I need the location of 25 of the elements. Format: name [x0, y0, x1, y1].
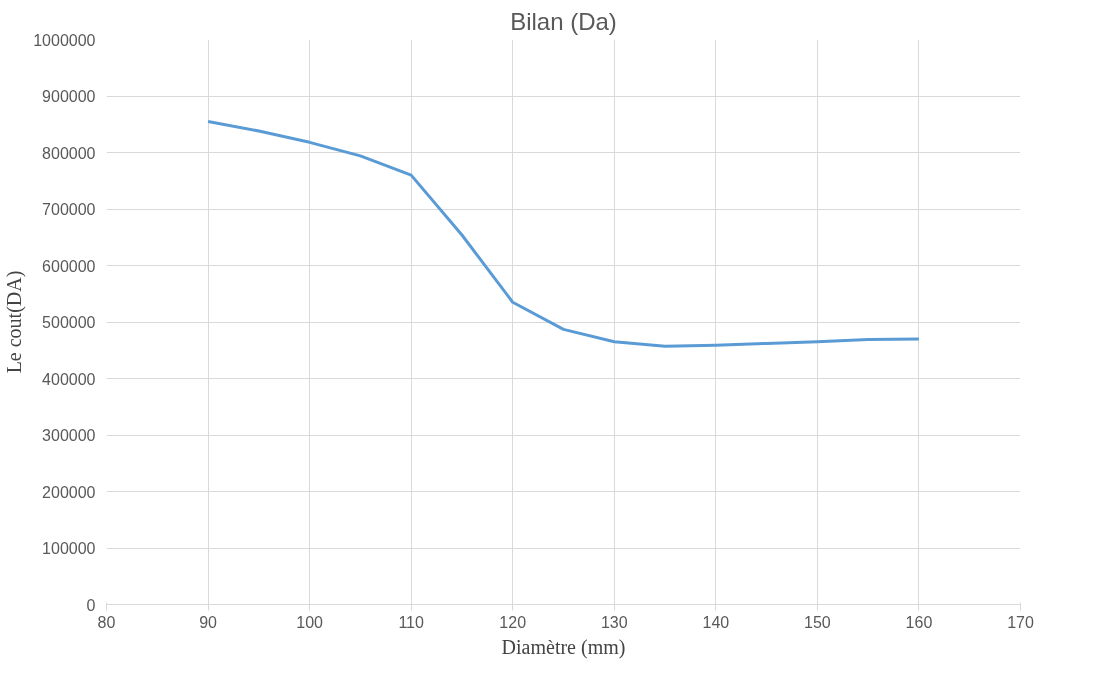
- y-tick-label: 300000: [42, 427, 96, 444]
- x-tick-label: 80: [97, 613, 116, 631]
- x-tick-label: 160: [905, 613, 933, 631]
- x-axis-title: Diamètre (mm): [501, 635, 626, 659]
- y-tick-label: 1000000: [33, 31, 96, 49]
- y-tick-label: 100000: [42, 540, 96, 557]
- y-tick-label: 400000: [42, 370, 96, 388]
- x-tick-label: 120: [499, 613, 527, 631]
- y-axis-title: Le cout(DA): [3, 270, 27, 374]
- x-tick-label: 100: [296, 613, 324, 631]
- y-tick-label: 200000: [42, 483, 96, 501]
- y-tick-label: 600000: [42, 257, 96, 275]
- x-tick-label: 150: [804, 613, 831, 631]
- line-series: [206, 119, 921, 348]
- x-tick-label: 140: [702, 613, 730, 631]
- x-tick-label: 110: [398, 613, 425, 631]
- y-tick-label: 500000: [42, 314, 96, 331]
- chart-title: Bilan (Da): [510, 7, 617, 35]
- y-tick-label: 0: [86, 596, 96, 614]
- x-tick-label: 90: [199, 613, 218, 631]
- y-tick-label: 800000: [42, 144, 96, 162]
- x-tick-label: 130: [600, 613, 628, 631]
- y-tick-label: 700000: [42, 201, 96, 218]
- x-tick-label: 170: [1007, 613, 1034, 631]
- y-tick-label: 900000: [42, 88, 96, 105]
